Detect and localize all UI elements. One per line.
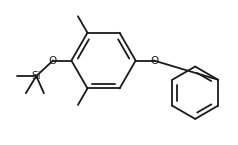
Text: Si: Si [31,71,41,81]
Text: O: O [150,56,158,66]
Text: O: O [49,56,57,66]
